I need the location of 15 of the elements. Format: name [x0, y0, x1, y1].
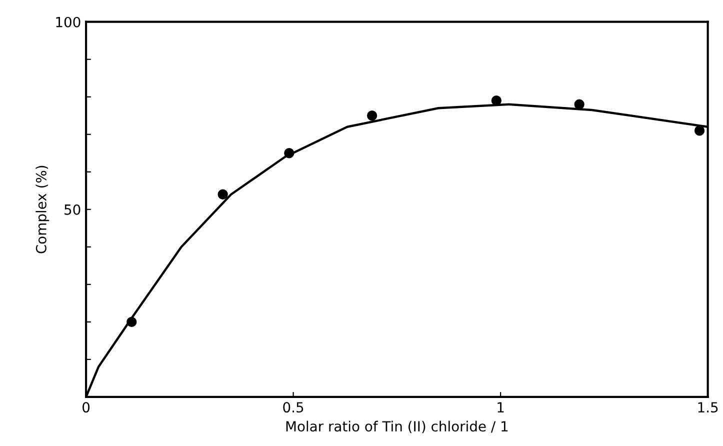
x-tick-label: 0.5 [283, 402, 304, 413]
x-axis-title: Molar ratio of Tin (II) chloride / 1 [286, 420, 508, 434]
x-tick-label: 0 [82, 402, 90, 413]
point [366, 110, 378, 121]
point [491, 96, 502, 106]
point [126, 316, 137, 328]
point [694, 126, 705, 136]
point [574, 99, 584, 110]
x-tick-label: 1 [498, 402, 504, 412]
x-tick-label: 1.5 [698, 402, 718, 413]
y-tick-label: 100 [56, 16, 80, 28]
y-axis-title: Complex (%) [36, 166, 50, 254]
y-tick-label: 50 [64, 204, 80, 215]
point [284, 148, 294, 158]
point [218, 189, 228, 200]
